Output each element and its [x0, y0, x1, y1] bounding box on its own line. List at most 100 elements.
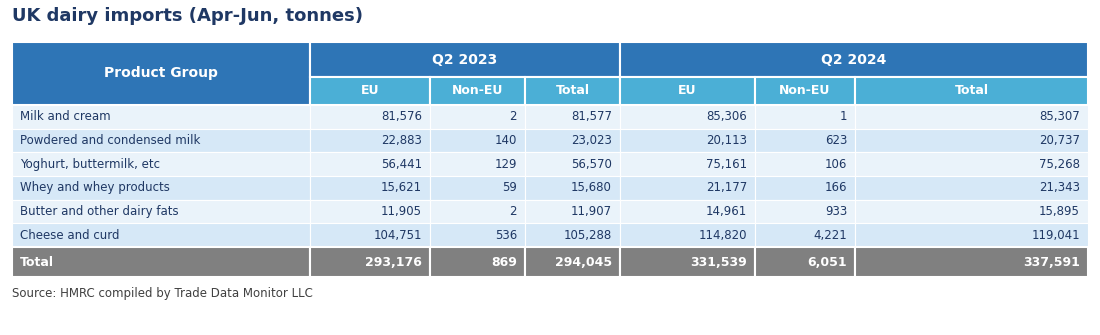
Bar: [755, 200, 855, 223]
Text: 623: 623: [825, 134, 847, 147]
Bar: [620, 223, 755, 247]
Bar: [855, 176, 1088, 200]
Bar: [430, 105, 525, 129]
Text: Butter and other dairy fats: Butter and other dairy fats: [20, 205, 178, 218]
Bar: [755, 105, 855, 129]
Text: 56,441: 56,441: [381, 158, 422, 171]
Bar: [310, 223, 430, 247]
Bar: [430, 77, 525, 105]
Text: Whey and whey products: Whey and whey products: [20, 181, 169, 194]
Bar: [12, 176, 310, 200]
Text: Total: Total: [955, 84, 989, 97]
Text: Total: Total: [20, 256, 54, 268]
Bar: [310, 42, 620, 77]
Bar: [12, 223, 310, 247]
Text: 85,307: 85,307: [1040, 110, 1080, 123]
Text: 106: 106: [825, 158, 847, 171]
Bar: [12, 152, 310, 176]
Bar: [525, 152, 620, 176]
Text: 337,591: 337,591: [1023, 256, 1080, 268]
Text: 22,883: 22,883: [381, 134, 422, 147]
Bar: [430, 152, 525, 176]
Text: 119,041: 119,041: [1032, 229, 1080, 242]
Bar: [525, 247, 620, 277]
Bar: [620, 42, 1088, 77]
Text: Powdered and condensed milk: Powdered and condensed milk: [20, 134, 200, 147]
Bar: [855, 77, 1088, 105]
Bar: [620, 105, 755, 129]
Text: 331,539: 331,539: [691, 256, 747, 268]
Text: 140: 140: [495, 134, 517, 147]
Text: Non-EU: Non-EU: [452, 84, 503, 97]
Text: 85,306: 85,306: [706, 110, 747, 123]
Bar: [755, 247, 855, 277]
Bar: [525, 129, 620, 152]
Text: Product Group: Product Group: [104, 67, 218, 80]
Text: 81,576: 81,576: [381, 110, 422, 123]
Bar: [620, 200, 755, 223]
Text: 75,268: 75,268: [1040, 158, 1080, 171]
Bar: [620, 129, 755, 152]
Text: 129: 129: [495, 158, 517, 171]
Bar: [855, 247, 1088, 277]
Text: 81,577: 81,577: [571, 110, 612, 123]
Text: EU: EU: [361, 84, 379, 97]
Bar: [620, 152, 755, 176]
Bar: [620, 176, 755, 200]
Bar: [755, 77, 855, 105]
Text: 166: 166: [825, 181, 847, 194]
Text: 114,820: 114,820: [698, 229, 747, 242]
Bar: [855, 105, 1088, 129]
Bar: [620, 77, 755, 105]
Text: 536: 536: [495, 229, 517, 242]
Text: Milk and cream: Milk and cream: [20, 110, 111, 123]
Bar: [310, 176, 430, 200]
Text: Q2 2024: Q2 2024: [822, 53, 887, 67]
Bar: [12, 247, 310, 277]
Text: 56,570: 56,570: [571, 158, 612, 171]
Text: Q2 2023: Q2 2023: [432, 53, 497, 67]
Bar: [430, 176, 525, 200]
Text: 14,961: 14,961: [706, 205, 747, 218]
Text: 104,751: 104,751: [374, 229, 422, 242]
Bar: [855, 223, 1088, 247]
Bar: [855, 200, 1088, 223]
Bar: [755, 223, 855, 247]
Text: 23,023: 23,023: [571, 134, 612, 147]
Text: 11,907: 11,907: [571, 205, 612, 218]
Bar: [310, 152, 430, 176]
Text: Total: Total: [556, 84, 590, 97]
Bar: [525, 200, 620, 223]
Bar: [620, 247, 755, 277]
Text: UK dairy imports (Apr-Jun, tonnes): UK dairy imports (Apr-Jun, tonnes): [12, 7, 363, 25]
Text: 1: 1: [839, 110, 847, 123]
Bar: [310, 129, 430, 152]
Text: 20,113: 20,113: [706, 134, 747, 147]
Text: 869: 869: [491, 256, 517, 268]
Text: 11,905: 11,905: [381, 205, 422, 218]
Bar: [525, 223, 620, 247]
Text: 933: 933: [825, 205, 847, 218]
Text: Source: HMRC compiled by Trade Data Monitor LLC: Source: HMRC compiled by Trade Data Moni…: [12, 287, 312, 300]
Text: Non-EU: Non-EU: [779, 84, 830, 97]
Bar: [430, 200, 525, 223]
Bar: [310, 247, 430, 277]
Text: 4,221: 4,221: [813, 229, 847, 242]
Text: 20,737: 20,737: [1040, 134, 1080, 147]
Text: 59: 59: [502, 181, 517, 194]
Text: 21,343: 21,343: [1040, 181, 1080, 194]
Bar: [755, 176, 855, 200]
Bar: [855, 152, 1088, 176]
Text: 293,176: 293,176: [365, 256, 422, 268]
Text: 2: 2: [509, 110, 517, 123]
Bar: [525, 176, 620, 200]
Text: 15,895: 15,895: [1040, 205, 1080, 218]
Text: 2: 2: [509, 205, 517, 218]
Bar: [310, 200, 430, 223]
Text: 15,621: 15,621: [381, 181, 422, 194]
Bar: [525, 77, 620, 105]
Bar: [430, 247, 525, 277]
Bar: [310, 77, 430, 105]
Text: 105,288: 105,288: [563, 229, 612, 242]
Bar: [430, 129, 525, 152]
